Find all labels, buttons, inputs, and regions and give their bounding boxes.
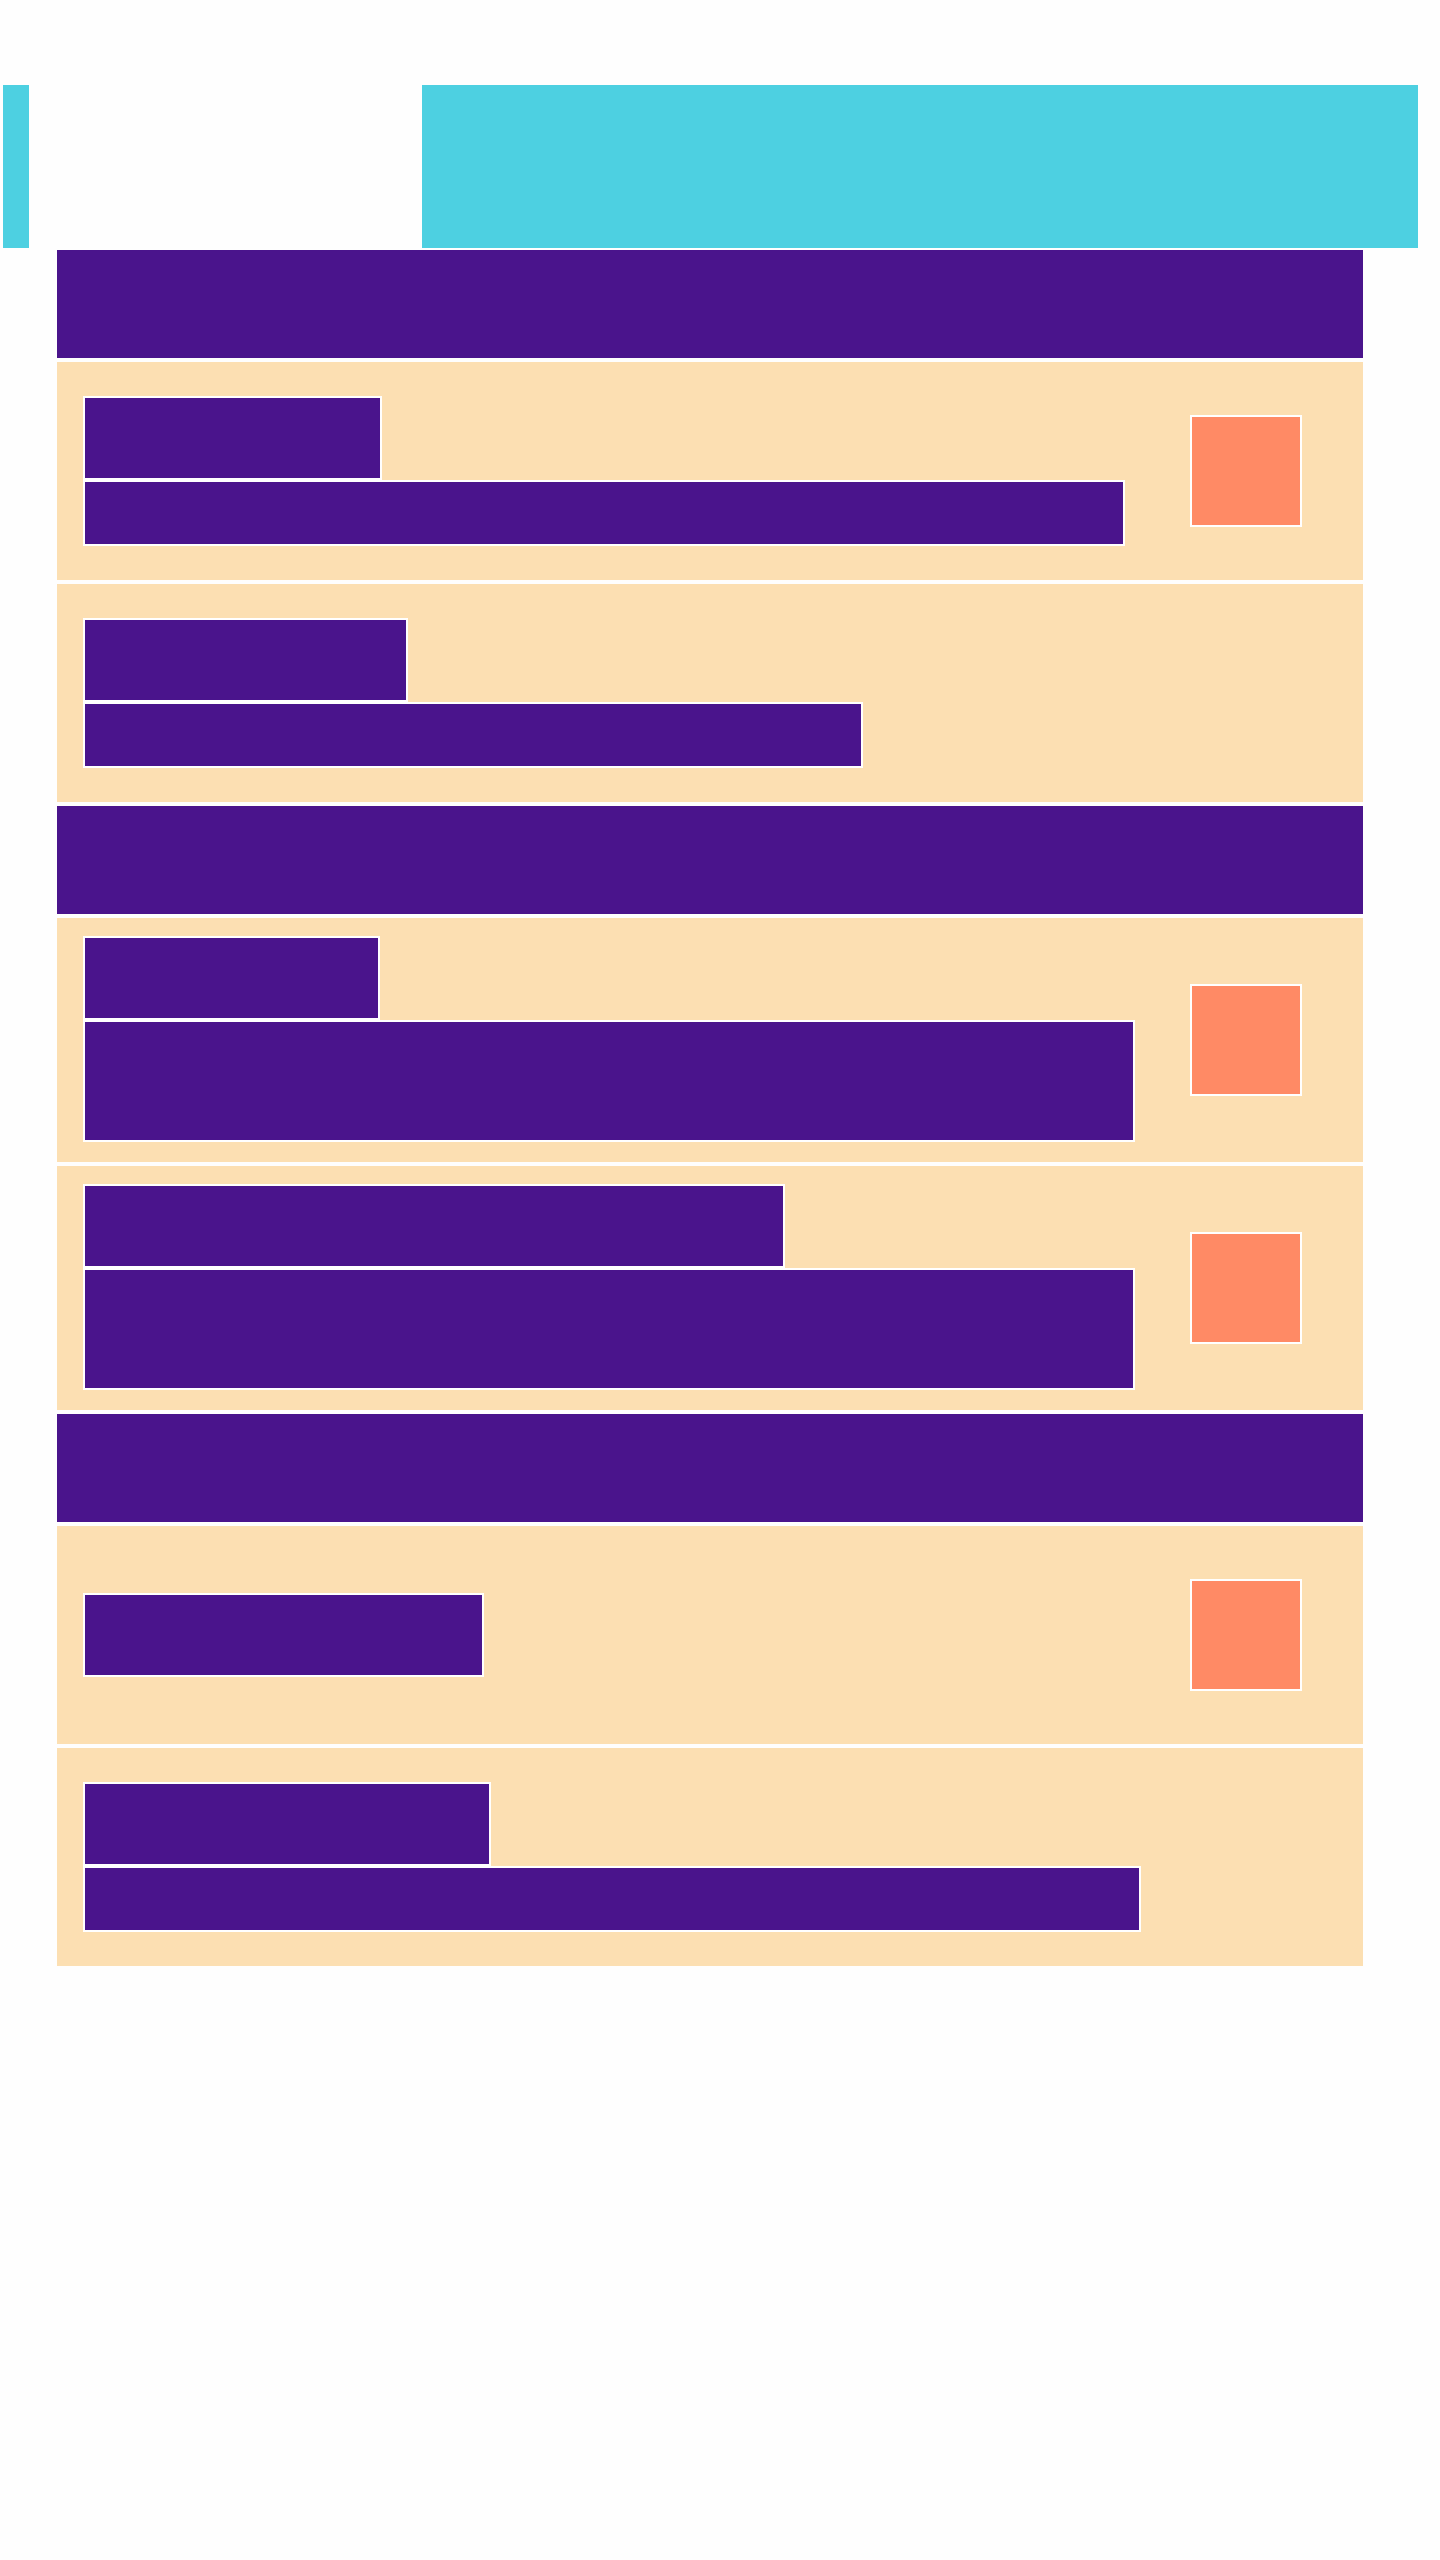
list-item-subtitle [83,1866,1141,1932]
list-item-title [83,396,382,480]
list-item[interactable] [57,1526,1363,1744]
list-item-thumbnail [1190,1232,1302,1344]
section-header-1 [57,250,1363,358]
content-list [57,250,1363,1970]
list-item-subtitle [83,1020,1135,1142]
list-item-subtitle [83,480,1125,546]
list-item-title [83,936,380,1020]
section-header-2 [57,806,1363,914]
list-item[interactable] [57,1748,1363,1966]
list-item[interactable] [57,918,1363,1162]
list-item-title [83,618,408,702]
list-item-subtitle [83,702,863,768]
list-item-thumbnail [1190,984,1302,1096]
list-item[interactable] [57,584,1363,802]
list-item-thumbnail [1190,415,1302,527]
list-item[interactable] [57,362,1363,580]
list-item-thumbnail [1190,1579,1302,1691]
back-arrow-icon[interactable] [3,85,29,248]
section-header-3 [57,1414,1363,1522]
list-item-title [83,1782,491,1866]
app-bar-banner [422,85,1418,248]
list-item-title [83,1593,484,1677]
list-item-subtitle [83,1268,1135,1390]
list-item[interactable] [57,1166,1363,1410]
list-item-title [83,1184,785,1268]
